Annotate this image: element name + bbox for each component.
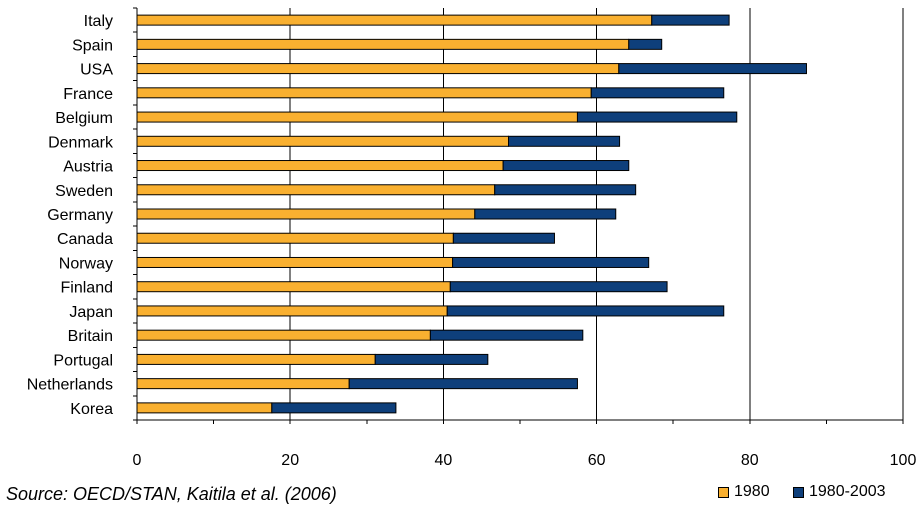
bar-canada-series-1 — [452, 232, 555, 244]
bar-denmark-series-1 — [508, 135, 621, 147]
bar-norway-series-1 — [452, 256, 650, 268]
x-tick-label-4: 80 — [741, 452, 759, 469]
bar-spain-series-0 — [136, 38, 630, 50]
x-tick-label-2: 40 — [435, 452, 453, 469]
bar-portugal-series-1 — [374, 353, 489, 365]
category-label-canada: Canada — [57, 231, 113, 248]
legend-swatch-1980-2003 — [793, 486, 804, 498]
category-label-usa: USA — [80, 62, 113, 79]
bar-italy-series-0 — [136, 14, 653, 26]
bar-germany-series-1 — [474, 208, 617, 220]
bar-netherlands-series-1 — [348, 378, 578, 390]
bar-spain-series-1 — [628, 38, 663, 50]
legend-item-1980: 1980 — [718, 483, 770, 501]
bar-austria-series-1 — [502, 160, 630, 172]
category-label-japan: Japan — [69, 304, 113, 321]
bar-japan-series-0 — [136, 305, 448, 317]
bar-italy-series-1 — [651, 14, 730, 26]
bar-belgium-series-0 — [136, 111, 578, 123]
x-tick-label-3: 60 — [588, 452, 606, 469]
category-label-belgium: Belgium — [55, 110, 113, 127]
x-tick-label-0: 0 — [133, 452, 142, 469]
bar-canada-series-0 — [136, 232, 454, 244]
bar-korea-series-1 — [271, 402, 397, 414]
legend-label-1980: 1980 — [734, 483, 770, 500]
category-label-sweden: Sweden — [55, 183, 113, 200]
bar-usa-series-0 — [136, 63, 620, 75]
bar-france-series-0 — [136, 87, 592, 99]
bar-britain-series-0 — [136, 329, 431, 341]
x-tick-label-5: 100 — [890, 452, 917, 469]
bar-sweden-series-0 — [136, 184, 496, 196]
bar-finland-series-1 — [449, 281, 668, 293]
bar-norway-series-0 — [136, 256, 454, 268]
category-label-italy: Italy — [84, 13, 113, 30]
category-label-netherlands: Netherlands — [27, 377, 113, 394]
bar-netherlands-series-0 — [136, 378, 350, 390]
category-label-france: France — [63, 86, 113, 103]
bar-korea-series-0 — [136, 402, 273, 414]
bar-denmark-series-0 — [136, 135, 510, 147]
category-label-korea: Korea — [70, 401, 113, 418]
bar-belgium-series-1 — [576, 111, 738, 123]
category-label-spain: Spain — [72, 37, 113, 54]
category-label-britain: Britain — [68, 328, 113, 345]
source-note: Source: OECD/STAN, Kaitila et al. (2006) — [6, 484, 337, 504]
category-label-norway: Norway — [59, 255, 113, 272]
category-label-denmark: Denmark — [48, 134, 114, 151]
bar-sweden-series-1 — [494, 184, 637, 196]
legend-swatch-1980 — [718, 486, 729, 498]
legend-item-1980-2003: 1980-2003 — [793, 483, 886, 501]
category-label-austria: Austria — [63, 159, 113, 176]
bar-austria-series-0 — [136, 160, 504, 172]
bar-japan-series-1 — [446, 305, 725, 317]
bar-france-series-1 — [590, 87, 725, 99]
category-label-germany: Germany — [47, 207, 113, 224]
legend-label-1980-2003: 1980-2003 — [809, 483, 886, 500]
bar-britain-series-1 — [429, 329, 584, 341]
bar-portugal-series-0 — [136, 353, 376, 365]
bar-finland-series-0 — [136, 281, 451, 293]
bar-usa-series-1 — [618, 63, 807, 75]
category-label-portugal: Portugal — [53, 352, 113, 369]
category-label-finland: Finland — [61, 280, 113, 297]
x-tick-label-1: 20 — [281, 452, 299, 469]
bar-germany-series-0 — [136, 208, 476, 220]
